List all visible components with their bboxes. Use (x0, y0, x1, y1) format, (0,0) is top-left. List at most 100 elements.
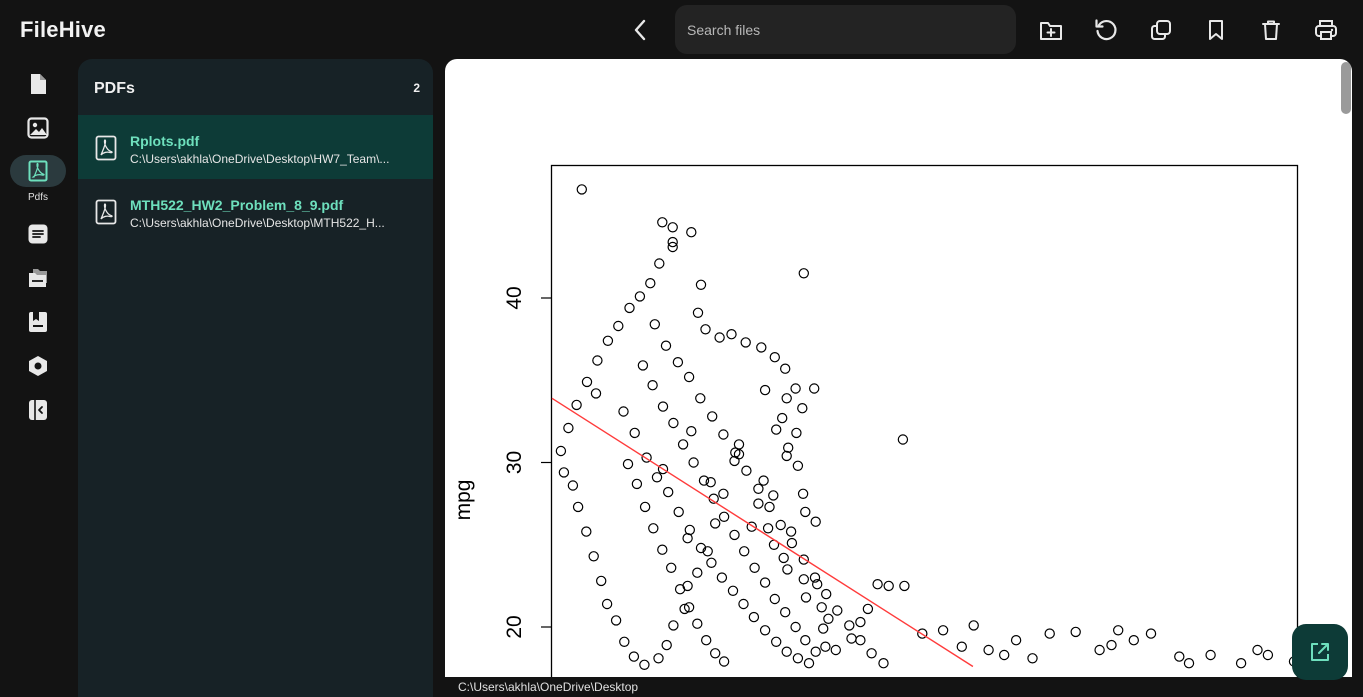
data-point (1235, 658, 1247, 669)
refresh-button[interactable] (1091, 15, 1121, 45)
data-point (730, 447, 741, 458)
data-point (759, 384, 771, 396)
data-point (791, 427, 802, 439)
data-point (692, 567, 703, 578)
data-point (790, 621, 801, 633)
data-point (661, 639, 672, 651)
data-point (832, 605, 843, 616)
data-point (818, 623, 829, 634)
plot-frame (550, 164, 1299, 677)
bookmark-button[interactable] (1201, 15, 1231, 45)
nav-rail: Pdfs (0, 59, 76, 697)
data-point (657, 544, 668, 555)
data-point (844, 620, 855, 631)
copy-icon (1151, 20, 1171, 40)
pdf-file-icon (95, 199, 117, 225)
data-point (679, 603, 690, 615)
data-point (657, 217, 668, 228)
file-list-item[interactable]: MTH522_HW2_Problem_8_9.pdf C:\Users\akhl… (78, 179, 433, 243)
file-list-item[interactable]: Rplots.pdf C:\Users\akhla\OneDrive\Deskt… (78, 115, 433, 179)
rail-item-text-files[interactable] (10, 218, 66, 250)
data-point (572, 501, 584, 513)
pdf-viewer[interactable]: 20 30 40 mpg (445, 59, 1352, 677)
data-point (783, 442, 794, 453)
data-point (899, 580, 910, 592)
data-point (647, 380, 658, 391)
back-icon (634, 19, 646, 41)
data-point (809, 383, 820, 394)
y-axis: 20 30 40 (503, 286, 551, 639)
data-point (698, 475, 710, 486)
rail-item-documents[interactable] (10, 68, 66, 100)
settings-icon (29, 356, 47, 376)
data-point (1145, 628, 1157, 639)
data-point (653, 653, 664, 664)
data-point (810, 646, 821, 657)
copy-button[interactable] (1146, 15, 1176, 45)
data-points (555, 184, 1300, 671)
data-point (866, 648, 877, 659)
pdf-icon (28, 160, 48, 182)
rail-item-collapse[interactable] (10, 394, 66, 426)
data-point (629, 427, 640, 439)
data-point (739, 546, 750, 557)
new-folder-button[interactable] (1036, 15, 1066, 45)
back-button[interactable] (624, 14, 656, 46)
data-point (809, 572, 821, 583)
data-point (855, 616, 866, 628)
data-point (800, 506, 811, 518)
data-point (810, 516, 821, 527)
data-point (657, 463, 669, 475)
data-point (555, 445, 567, 457)
data-point (667, 241, 678, 253)
data-point (878, 658, 889, 669)
data-point (1252, 644, 1263, 656)
data-point (716, 572, 728, 583)
data-point (567, 480, 579, 491)
document-icon (31, 74, 46, 94)
viewer-scrollbar[interactable] (1341, 62, 1351, 114)
data-point (862, 603, 874, 615)
data-point (588, 551, 599, 562)
data-point (1113, 625, 1124, 636)
data-point (748, 611, 760, 623)
data-point (759, 625, 771, 636)
data-point (756, 342, 767, 353)
data-point (649, 319, 660, 330)
regression-line (551, 397, 974, 668)
y-tick-label: 40 (503, 286, 526, 309)
data-point (686, 226, 697, 238)
delete-button[interactable] (1256, 15, 1286, 45)
data-point (624, 302, 635, 314)
data-point (762, 523, 774, 534)
data-point (700, 324, 711, 335)
folders-icon (29, 269, 47, 287)
data-point (581, 376, 593, 388)
rail-item-images[interactable] (10, 112, 66, 144)
rail-item-archives[interactable] (10, 306, 66, 338)
data-point (897, 434, 909, 445)
data-point (771, 636, 782, 648)
data-point (726, 329, 737, 340)
open-external-button[interactable] (1292, 624, 1348, 680)
rail-item-settings[interactable] (10, 350, 66, 382)
data-point (749, 562, 760, 573)
data-point (956, 641, 968, 652)
rail-item-folders[interactable] (10, 262, 66, 294)
data-point (816, 602, 827, 613)
data-point (798, 268, 809, 279)
print-button[interactable] (1311, 15, 1341, 45)
rail-item-pdfs[interactable] (10, 155, 66, 187)
data-point (705, 477, 716, 488)
data-point (1106, 639, 1117, 651)
data-point (657, 401, 669, 412)
data-point (571, 399, 582, 411)
data-point (797, 403, 808, 414)
pdf-file-icon (95, 135, 117, 161)
text-file-icon (28, 224, 48, 244)
file-name: Rplots.pdf (130, 133, 200, 149)
data-point (830, 644, 841, 656)
search-input[interactable] (675, 5, 1016, 54)
data-point (686, 426, 697, 437)
